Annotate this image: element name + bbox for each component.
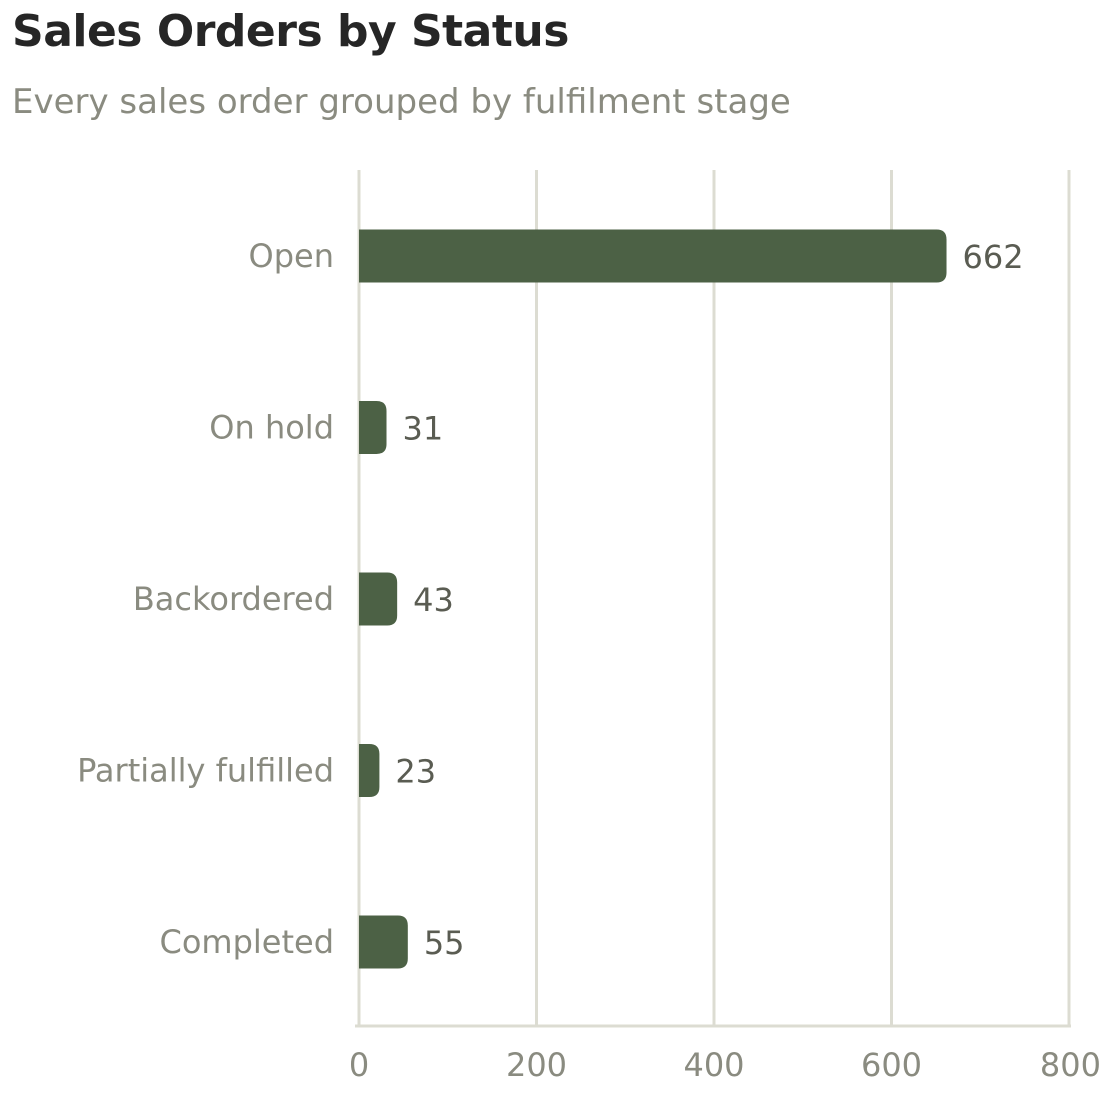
x-tick-label: 0 <box>349 1046 369 1084</box>
bar-open <box>359 229 947 283</box>
category-label: On hold <box>209 409 334 447</box>
value-label: 662 <box>963 238 1024 276</box>
x-tick-label: 400 <box>683 1046 744 1084</box>
value-label: 31 <box>403 410 444 448</box>
category-label: Backordered <box>133 580 334 618</box>
category-label: Completed <box>159 923 334 961</box>
bar-on-hold <box>359 401 387 454</box>
chart-subtitle: Every sales order grouped by fulfilment … <box>12 82 791 122</box>
bar-backordered <box>359 572 398 626</box>
value-label: 43 <box>413 581 454 619</box>
category-label: Open <box>249 237 334 275</box>
category-label: Partially fulfilled <box>77 752 334 790</box>
bars <box>359 229 947 969</box>
value-label: 55 <box>424 924 465 962</box>
x-tick-label: 200 <box>506 1046 567 1084</box>
bar-partially-fulfilled <box>359 744 380 797</box>
x-tick-label: 600 <box>861 1046 922 1084</box>
bar-completed <box>359 915 408 969</box>
x-tick-label: 800 <box>1040 1046 1101 1084</box>
chart-title: Sales Orders by Status <box>12 6 569 57</box>
gridlines <box>355 170 1071 1028</box>
labels: 0 200 400 600 800 Open 662 On hold 31 Backordered… <box>77 237 1101 1084</box>
value-label: 23 <box>395 753 436 791</box>
